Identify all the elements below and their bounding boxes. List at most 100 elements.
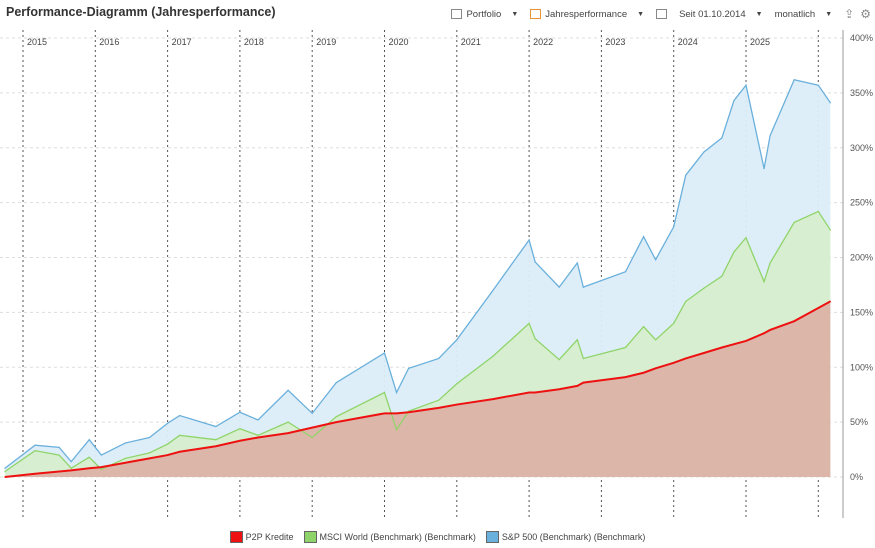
data-point-sp500 — [642, 236, 645, 238]
data-point-p2p — [829, 300, 831, 302]
portfolio-icon — [451, 9, 463, 19]
data-point-sp500 — [793, 79, 795, 81]
data-point-msci — [34, 450, 36, 452]
data-point-msci — [70, 467, 72, 469]
data-point-sp500 — [624, 271, 627, 273]
legend-item-p2p[interactable]: P2P Kredite — [229, 531, 294, 543]
y-tick-label: 100% — [850, 362, 873, 372]
data-point-p2p — [733, 343, 735, 345]
data-point-p2p — [311, 427, 313, 429]
x-tick-label: 2019 — [316, 37, 336, 47]
data-point-p2p — [239, 440, 241, 442]
toolbar: Portfolio ▼ Jahresperformance ▼ Seit 01.… — [451, 7, 871, 21]
interval-label: monatlich — [774, 8, 816, 20]
data-point-sp500 — [239, 411, 241, 413]
data-point-msci — [817, 210, 819, 213]
legend-item-msci[interactable]: MSCI World (Benchmark) (Benchmark) — [303, 531, 476, 543]
data-point-msci — [383, 391, 386, 394]
data-point-msci — [438, 399, 440, 401]
y-tick-label: 50% — [850, 417, 868, 427]
data-point-p2p — [257, 436, 259, 439]
data-point-p2p — [124, 462, 127, 464]
data-point-sp500 — [528, 239, 530, 241]
data-point-sp500 — [383, 352, 386, 354]
data-point-sp500 — [395, 391, 398, 394]
data-point-p2p — [763, 332, 765, 334]
y-tick-label: 250% — [850, 198, 873, 208]
data-point-sp500 — [179, 414, 181, 417]
data-point-p2p — [179, 451, 181, 453]
data-point-msci — [721, 275, 723, 277]
data-point-sp500 — [655, 259, 657, 261]
data-point-msci — [793, 221, 795, 223]
data-point-sp500 — [456, 339, 458, 341]
legend-swatch — [229, 531, 243, 543]
data-point-sp500 — [733, 99, 735, 102]
legend-label: P2P Kredite — [245, 532, 294, 542]
export-icon[interactable]: ⇪ — [844, 7, 855, 21]
interval-dropdown[interactable]: monatlich ▼ — [775, 9, 839, 20]
data-point-sp500 — [70, 461, 72, 463]
gear-icon[interactable]: ⚙ — [860, 7, 871, 21]
since-dropdown[interactable]: Seit 01.10.2014 ▼ — [656, 9, 769, 20]
data-point-sp500 — [335, 382, 337, 384]
caret-down-icon: ▼ — [637, 10, 645, 18]
y-tick-label: 400% — [850, 33, 873, 43]
data-point-msci — [763, 281, 765, 283]
data-point-p2p — [582, 382, 584, 384]
legend-swatch — [303, 531, 317, 543]
data-point-msci — [745, 237, 747, 239]
data-point-sp500 — [34, 444, 36, 446]
data-point-sp500 — [438, 357, 440, 360]
data-point-p2p — [721, 346, 723, 349]
data-point-p2p — [769, 329, 771, 331]
area-p2p — [4, 301, 831, 477]
data-point-msci — [582, 357, 584, 360]
page-title: Performance-Diagramm (Jahresperformance) — [6, 5, 276, 19]
data-point-p2p — [88, 467, 90, 469]
data-point-sp500 — [311, 412, 313, 414]
since-label: Seit 01.10.2014 — [679, 8, 746, 20]
data-point-msci — [492, 355, 494, 357]
data-point-p2p — [576, 385, 578, 387]
data-point-p2p — [624, 376, 627, 378]
data-point-p2p — [558, 388, 560, 390]
date-icon — [656, 9, 668, 19]
data-point-sp500 — [582, 286, 584, 288]
data-point-msci — [624, 346, 627, 349]
data-point-sp500 — [817, 84, 819, 86]
legend-item-sp500[interactable]: S&P 500 (Benchmark) (Benchmark) — [485, 531, 645, 543]
data-point-p2p — [673, 362, 675, 364]
data-point-msci — [148, 452, 151, 454]
data-point-msci — [88, 456, 90, 458]
data-point-msci — [179, 434, 181, 436]
data-point-sp500 — [745, 84, 747, 86]
data-point-msci — [287, 421, 289, 423]
y-tick-label: 200% — [850, 253, 873, 263]
mode-dropdown[interactable]: Jahresperformance ▼ — [530, 9, 650, 20]
data-point-msci — [642, 326, 645, 328]
data-point-msci — [4, 470, 6, 473]
calendar-icon — [530, 9, 542, 19]
portfolio-dropdown[interactable]: Portfolio ▼ — [451, 9, 524, 20]
data-point-p2p — [817, 307, 819, 309]
data-point-p2p — [528, 391, 530, 394]
data-point-msci — [100, 468, 102, 470]
data-point-msci — [239, 428, 241, 430]
data-point-msci — [769, 262, 771, 264]
data-point-msci — [395, 429, 398, 431]
data-point-msci — [685, 300, 687, 302]
data-point-p2p — [456, 403, 458, 406]
legend-swatch — [485, 531, 499, 543]
data-point-sp500 — [534, 261, 536, 263]
data-point-sp500 — [287, 389, 289, 391]
data-point-sp500 — [88, 439, 90, 441]
data-point-sp500 — [576, 262, 578, 264]
data-point-msci — [673, 322, 675, 324]
y-tick-label: 300% — [850, 143, 873, 153]
x-tick-label: 2023 — [605, 37, 625, 47]
data-point-sp500 — [124, 442, 127, 444]
x-tick-label: 2021 — [461, 37, 481, 47]
data-point-msci — [655, 339, 657, 341]
data-point-p2p — [4, 476, 6, 478]
